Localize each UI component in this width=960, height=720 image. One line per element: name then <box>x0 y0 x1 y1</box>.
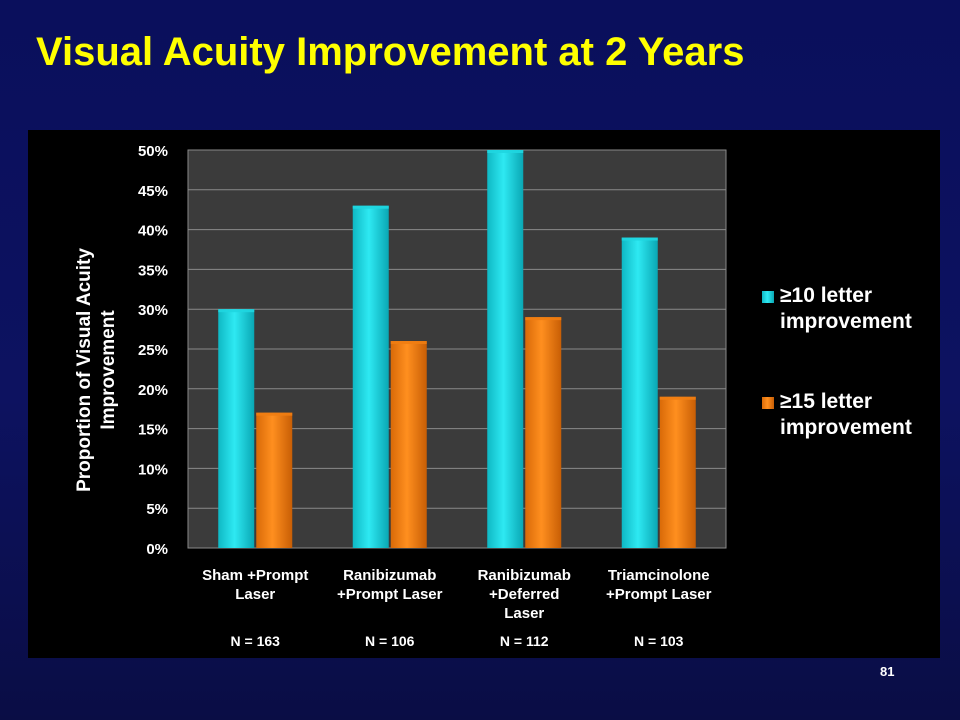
y-tick-label: 15% <box>138 422 168 439</box>
y-tick-label: 25% <box>138 342 168 359</box>
y-tick-label: 45% <box>138 183 168 200</box>
y-axis-title-line: Improvement <box>98 310 119 430</box>
bar-ge15-3 <box>525 317 562 548</box>
bar-top-highlight <box>390 341 427 345</box>
x-tick-label: +Prompt Laser <box>337 586 443 603</box>
x-tick-label: +Deferred <box>489 586 559 603</box>
x-tick-label: Ranibizumab <box>478 567 571 584</box>
bar-ge10-2 <box>352 205 389 548</box>
bar-top-highlight <box>659 396 696 400</box>
chart-panel: 0% 5% 10% 15% 20% 25% 30% 35% 40% 45% 50% Sham +Pr… <box>28 130 940 658</box>
legend-label: improvement <box>780 416 912 439</box>
bar-top-highlight <box>352 205 389 209</box>
sample-size-label: N = 163 <box>231 633 281 649</box>
legend-label: improvement <box>780 310 912 333</box>
bar-top-highlight <box>487 150 524 153</box>
slide-title: Visual Acuity Improvement at 2 Years <box>36 30 745 74</box>
y-axis-ticks: 0% 5% 10% 15% 20% 25% 30% 35% 40% 45% 50% <box>138 143 168 558</box>
legend-swatch <box>762 291 774 303</box>
y-axis-title: Proportion of Visual Acuity Improvement <box>74 248 119 492</box>
bar-chart: 0% 5% 10% 15% 20% 25% 30% 35% 40% 45% 50% Sham +Pr… <box>74 143 912 649</box>
bar-ge10-4 <box>621 237 658 548</box>
bar-ge10-1 <box>218 309 255 548</box>
y-tick-label: 10% <box>138 461 168 478</box>
y-tick-label: 50% <box>138 143 168 160</box>
legend: ≥10 letter improvement ≥15 letter improveme… <box>762 284 912 439</box>
sample-size-label: N = 106 <box>365 633 415 649</box>
x-tick-label: +Prompt Laser <box>606 586 712 603</box>
page-number: 81 <box>880 664 895 679</box>
bar-ge15-4 <box>659 396 696 548</box>
bar-top-highlight <box>621 237 658 241</box>
x-tick-label: Laser <box>504 605 544 622</box>
y-tick-label: 0% <box>146 541 168 558</box>
y-tick-label: 35% <box>138 262 168 279</box>
x-axis-labels: Sham +Prompt Laser N = 163 Ranibizumab +Prom… <box>202 567 712 649</box>
x-tick-label: Laser <box>235 586 275 603</box>
y-tick-label: 20% <box>138 382 168 399</box>
bars <box>218 150 696 548</box>
bar-ge10-3 <box>487 150 524 548</box>
bar-ge15-2 <box>390 341 427 548</box>
legend-label: ≥15 letter <box>780 390 872 413</box>
bar-top-highlight <box>256 412 293 416</box>
sample-size-label: N = 112 <box>500 633 549 649</box>
legend-swatch <box>762 397 774 409</box>
sample-size-label: N = 103 <box>634 633 684 649</box>
bar-ge15-1 <box>256 412 293 548</box>
x-tick-label: Triamcinolone <box>608 567 710 584</box>
y-tick-label: 30% <box>138 302 168 319</box>
y-tick-label: 40% <box>138 223 168 240</box>
y-tick-label: 5% <box>146 501 168 518</box>
x-tick-label: Ranibizumab <box>343 567 436 584</box>
bar-top-highlight <box>218 309 255 313</box>
x-tick-label: Sham +Prompt <box>202 567 308 584</box>
y-axis-title-line: Proportion of Visual Acuity <box>74 248 95 492</box>
bar-top-highlight <box>525 317 562 321</box>
legend-label: ≥10 letter <box>780 284 872 307</box>
